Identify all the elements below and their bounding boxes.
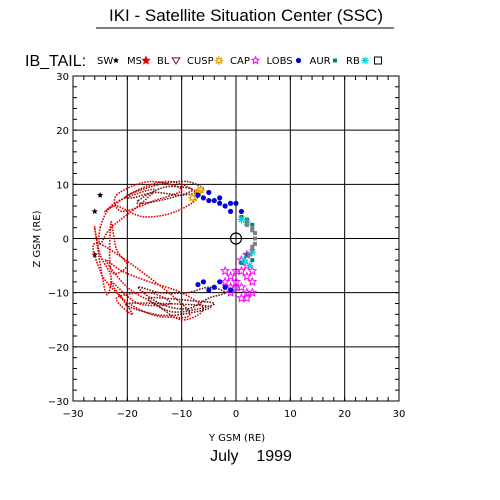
data-point bbox=[231, 265, 241, 276]
data-point bbox=[220, 276, 231, 287]
y-tick-label: −20 bbox=[48, 343, 69, 354]
y-tick-label: −10 bbox=[48, 289, 69, 300]
data-point bbox=[245, 261, 254, 270]
date-label: July 1999 bbox=[210, 448, 292, 465]
data-point bbox=[227, 208, 234, 215]
data-point bbox=[253, 241, 258, 246]
data-point bbox=[241, 292, 252, 303]
data-point bbox=[211, 284, 217, 290]
data-point bbox=[253, 236, 258, 241]
data-point bbox=[91, 208, 98, 215]
legend-label-cap: CAP bbox=[230, 56, 250, 67]
legend: SW MS BL CUSP CAP LOBS AUR RB bbox=[97, 55, 382, 67]
x-tick-label: 10 bbox=[284, 409, 297, 420]
data-point bbox=[222, 284, 228, 290]
panel-label: IB_TAIL: bbox=[25, 53, 86, 70]
data-point bbox=[206, 287, 212, 293]
data-point bbox=[250, 225, 255, 230]
data-point bbox=[97, 191, 104, 198]
legend-label-aur: AUR bbox=[310, 56, 331, 67]
orbit-loop bbox=[124, 302, 212, 317]
data-point bbox=[244, 252, 249, 257]
x-tick-label: 30 bbox=[393, 409, 406, 420]
data-point bbox=[247, 252, 252, 257]
legend-marker-rb bbox=[361, 56, 369, 65]
data-point bbox=[227, 200, 234, 206]
data-point bbox=[200, 279, 206, 285]
orbit-loop bbox=[104, 258, 205, 321]
data-point bbox=[244, 220, 249, 225]
orbit-loop bbox=[103, 180, 199, 218]
y-tick-label: −30 bbox=[48, 397, 69, 408]
series-lobs bbox=[195, 189, 245, 293]
data-point bbox=[238, 208, 245, 215]
legend-marker-sw bbox=[112, 57, 120, 64]
data-point bbox=[244, 222, 249, 227]
orbit-loop bbox=[93, 225, 112, 296]
data-point bbox=[220, 265, 231, 276]
data-point bbox=[240, 256, 249, 265]
data-point bbox=[225, 271, 236, 281]
legend-label-rb: RB bbox=[346, 56, 360, 67]
data-point bbox=[250, 222, 255, 227]
data-point bbox=[217, 195, 223, 201]
earth-marker bbox=[229, 232, 243, 245]
legend-label-cusp: CUSP bbox=[187, 56, 214, 67]
chart-title: IKI - Satellite Situation Center (SSC) bbox=[109, 6, 383, 25]
x-axis-ticks: −30 −20 −10 0 10 20 30 bbox=[62, 76, 405, 420]
x-tick-label: 0 bbox=[233, 409, 239, 420]
data-point bbox=[195, 281, 201, 288]
orbit-loop bbox=[92, 242, 191, 319]
legend-label-ms: MS bbox=[127, 56, 142, 67]
x-tick-label: −30 bbox=[62, 409, 83, 420]
data-point bbox=[196, 185, 206, 195]
data-point bbox=[247, 276, 258, 287]
data-point bbox=[217, 200, 223, 206]
data-point bbox=[253, 231, 258, 236]
legend-label-sw: SW bbox=[97, 56, 113, 67]
legend-marker-cusp bbox=[214, 56, 224, 65]
legend-label-bl: BL bbox=[157, 56, 170, 67]
series-trace-8 bbox=[244, 220, 258, 257]
y-tick-label: 20 bbox=[56, 126, 69, 137]
orbit-loop bbox=[108, 221, 129, 275]
series-sw bbox=[91, 191, 104, 258]
legend-marker-cap bbox=[250, 55, 261, 65]
data-point bbox=[206, 189, 212, 196]
data-point bbox=[250, 228, 255, 233]
y-tick-label: 10 bbox=[56, 180, 69, 191]
data-point bbox=[250, 247, 255, 252]
data-point bbox=[222, 203, 228, 209]
legend-label-lobs: LOBS bbox=[267, 56, 293, 67]
legend-marker-lobs bbox=[295, 57, 302, 64]
x-axis-label: Y GSM (RE) bbox=[208, 433, 265, 444]
data-point bbox=[227, 287, 234, 293]
data-point bbox=[247, 287, 258, 297]
x-tick-label: 20 bbox=[338, 409, 351, 420]
series-layer bbox=[91, 180, 258, 321]
x-tick-label: −10 bbox=[171, 409, 192, 420]
data-point bbox=[195, 192, 201, 198]
legend-marker-ms bbox=[141, 55, 151, 65]
data-point bbox=[211, 197, 217, 204]
x-tick-label: −20 bbox=[117, 409, 138, 420]
data-point bbox=[217, 279, 223, 285]
data-point bbox=[241, 271, 252, 281]
legend-marker-bl bbox=[171, 57, 181, 65]
data-point bbox=[206, 197, 212, 204]
y-tick-label: 0 bbox=[63, 235, 69, 246]
legend-marker-other bbox=[374, 56, 382, 65]
data-point bbox=[250, 258, 255, 263]
data-point bbox=[250, 244, 255, 249]
y-axis-ticks: −30 −20 −10 0 10 20 30 bbox=[48, 72, 399, 408]
orbit-loop bbox=[147, 296, 216, 313]
data-point bbox=[247, 265, 258, 276]
y-axis-label: Z GSM (RE) bbox=[32, 210, 43, 267]
data-point bbox=[233, 200, 239, 206]
data-point bbox=[200, 195, 206, 201]
orbit-loop bbox=[135, 185, 194, 205]
legend-marker-aur bbox=[333, 58, 337, 63]
y-tick-label: 30 bbox=[56, 72, 69, 83]
